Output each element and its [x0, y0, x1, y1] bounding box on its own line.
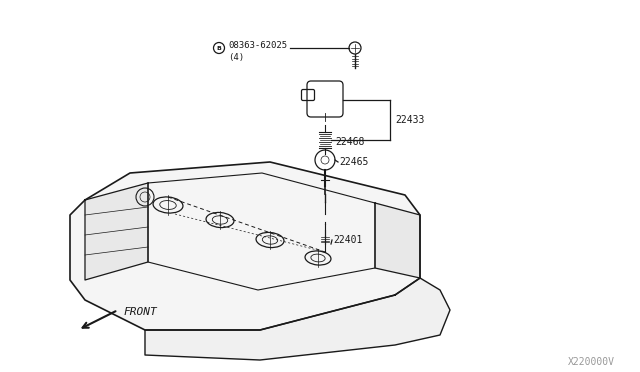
- Text: 22465: 22465: [339, 157, 369, 167]
- Text: 22401: 22401: [333, 235, 362, 245]
- Text: (4): (4): [228, 52, 244, 61]
- Polygon shape: [85, 183, 148, 280]
- Text: X220000V: X220000V: [568, 357, 615, 367]
- Text: B: B: [216, 45, 221, 51]
- Polygon shape: [70, 162, 420, 330]
- Text: FRONT: FRONT: [123, 307, 157, 317]
- Polygon shape: [145, 278, 450, 360]
- Text: 08363-62025: 08363-62025: [228, 41, 287, 49]
- Text: 22468: 22468: [335, 137, 364, 147]
- Polygon shape: [375, 203, 420, 278]
- Text: 22433: 22433: [395, 115, 424, 125]
